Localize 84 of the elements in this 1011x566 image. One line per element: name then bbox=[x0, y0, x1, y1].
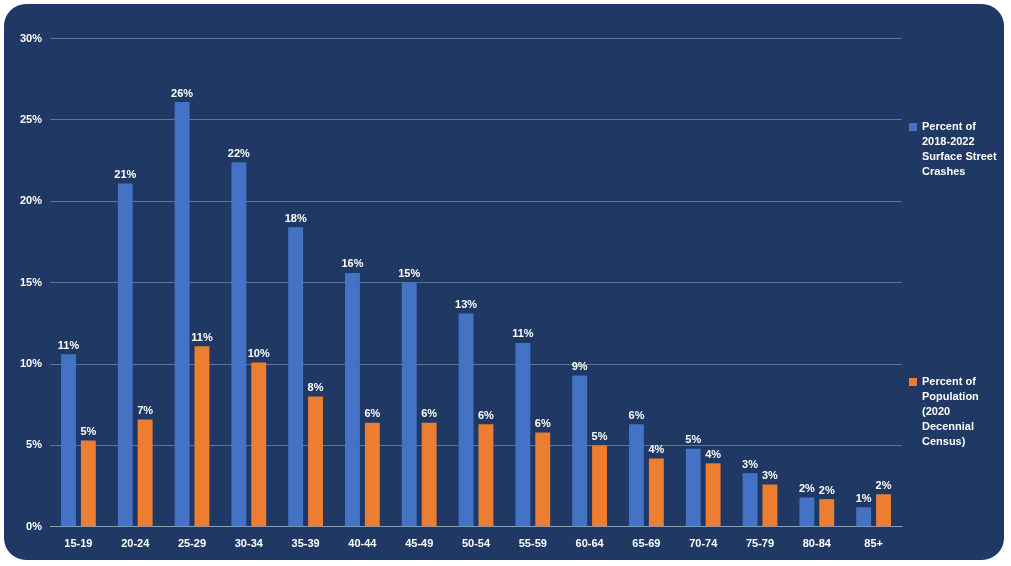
data-label: 15% bbox=[398, 267, 421, 280]
data-label: 8% bbox=[307, 381, 324, 394]
data-label: 6% bbox=[421, 407, 438, 420]
x-tick-label: 55-59 bbox=[518, 537, 547, 550]
data-label: 7% bbox=[137, 403, 154, 416]
bar bbox=[231, 162, 247, 527]
bar bbox=[194, 346, 210, 527]
bar bbox=[685, 448, 701, 527]
bar bbox=[629, 424, 644, 527]
data-label: 2% bbox=[875, 478, 892, 491]
x-tick-label: 85+ bbox=[864, 537, 883, 550]
bar bbox=[421, 422, 437, 527]
bar bbox=[819, 499, 835, 527]
data-label: 6% bbox=[628, 408, 645, 421]
bar bbox=[705, 463, 721, 527]
data-label: 26% bbox=[171, 86, 194, 99]
data-label: 2% bbox=[818, 483, 835, 496]
bar bbox=[592, 445, 607, 527]
bar bbox=[345, 272, 360, 527]
data-label: 10% bbox=[247, 346, 270, 359]
bar bbox=[799, 497, 815, 527]
y-tick-label: 25% bbox=[19, 113, 43, 125]
bar bbox=[515, 342, 531, 527]
x-tick-label: 75-79 bbox=[745, 537, 775, 550]
data-label: 22% bbox=[227, 146, 251, 159]
legend-label: Percent of 2018-2022 Surface Street Crashes bbox=[922, 119, 998, 179]
bar bbox=[117, 183, 133, 527]
y-tick-label: 10% bbox=[19, 357, 43, 370]
data-label: 9% bbox=[571, 359, 588, 372]
data-label: 11% bbox=[57, 338, 80, 351]
data-label: 6% bbox=[364, 407, 381, 420]
bar bbox=[137, 419, 153, 527]
x-tick-label: 65-69 bbox=[632, 537, 661, 550]
y-tick-label: 30% bbox=[19, 31, 43, 44]
x-tick-label: 70-74 bbox=[689, 537, 719, 550]
legend-label: Percent of Population (2020 Decennial Census) bbox=[922, 374, 980, 449]
x-tick-label: 25-29 bbox=[177, 537, 207, 550]
bar bbox=[535, 432, 551, 527]
data-label: 3% bbox=[742, 457, 759, 470]
data-label: 21% bbox=[114, 167, 137, 180]
x-tick-label: 15-19 bbox=[64, 537, 93, 550]
x-tick-label: 40-44 bbox=[348, 537, 378, 550]
data-label: 6% bbox=[534, 416, 551, 429]
data-label: 5% bbox=[591, 429, 608, 442]
bar bbox=[572, 375, 588, 527]
bar bbox=[80, 440, 96, 527]
x-tick-label: 80-84 bbox=[802, 537, 832, 550]
data-label: 11% bbox=[512, 327, 534, 340]
x-tick-label: 20-24 bbox=[121, 537, 151, 550]
data-label: 2% bbox=[798, 482, 816, 495]
data-label: 5% bbox=[80, 425, 97, 438]
x-tick-label: 50-54 bbox=[461, 537, 491, 550]
data-label: 3% bbox=[761, 469, 779, 482]
y-tick-label: 20% bbox=[19, 194, 43, 207]
data-label: 1% bbox=[855, 491, 872, 504]
bar bbox=[458, 313, 474, 527]
data-label: 4% bbox=[648, 442, 665, 455]
data-label: 6% bbox=[477, 408, 495, 421]
bar bbox=[61, 354, 76, 527]
x-tick-label: 30-34 bbox=[234, 537, 264, 550]
data-label: 13% bbox=[455, 298, 478, 311]
x-tick-label: 60-64 bbox=[575, 537, 605, 550]
x-tick-label: 35-39 bbox=[291, 537, 320, 550]
y-tick-label: 5% bbox=[26, 438, 43, 451]
bar bbox=[174, 102, 190, 527]
bar bbox=[742, 473, 758, 527]
bar bbox=[478, 424, 494, 527]
y-tick-label: 0% bbox=[26, 519, 43, 532]
bar bbox=[856, 507, 872, 527]
data-label: 11% bbox=[191, 330, 213, 343]
bar bbox=[401, 282, 417, 527]
bar bbox=[251, 362, 267, 527]
data-label: 5% bbox=[685, 433, 702, 446]
data-label: 4% bbox=[705, 447, 722, 460]
data-label: 18% bbox=[284, 211, 307, 224]
bar bbox=[648, 458, 664, 527]
bar bbox=[288, 227, 304, 527]
bar bbox=[762, 484, 778, 527]
x-tick-label: 45-49 bbox=[405, 537, 434, 550]
y-tick-label: 15% bbox=[19, 275, 43, 288]
data-label: 16% bbox=[341, 257, 364, 270]
bar bbox=[364, 422, 380, 527]
bar bbox=[876, 494, 891, 527]
bar bbox=[308, 396, 324, 527]
